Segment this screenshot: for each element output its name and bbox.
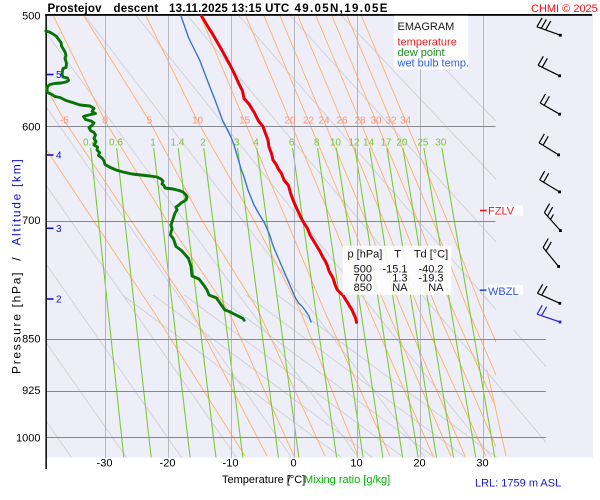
svg-text:10: 10 (192, 116, 204, 127)
svg-text:wet bulb temp.: wet bulb temp. (397, 58, 470, 70)
svg-text:20: 20 (413, 458, 425, 470)
svg-text:5: 5 (147, 116, 153, 127)
svg-text:5: 5 (56, 70, 62, 81)
svg-text:850: 850 (22, 333, 40, 345)
svg-text:22: 22 (303, 116, 315, 127)
svg-text:CHMI © 2025: CHMI © 2025 (531, 3, 598, 15)
svg-text:32: 32 (385, 116, 397, 127)
svg-text:0: 0 (290, 458, 296, 470)
svg-text:-5: -5 (60, 116, 69, 127)
svg-text:descent: descent (114, 3, 159, 15)
svg-text:temperature: temperature (398, 37, 457, 49)
svg-text:-15.1: -15.1 (382, 264, 407, 276)
svg-text:700: 700 (22, 215, 40, 227)
svg-text:49.05N,19.05E: 49.05N,19.05E (295, 3, 389, 15)
svg-text:26: 26 (336, 116, 348, 127)
svg-text:850: 850 (354, 282, 372, 294)
svg-text:24: 24 (318, 116, 330, 127)
svg-text:Td [°C]: Td [°C] (414, 249, 448, 261)
svg-text:1: 1 (150, 138, 156, 149)
svg-text:4: 4 (253, 138, 259, 149)
svg-text:15: 15 (239, 116, 251, 127)
svg-text:-30: -30 (97, 458, 113, 470)
svg-text:T: T (394, 249, 401, 261)
svg-text:20: 20 (284, 116, 296, 127)
svg-text:10: 10 (330, 138, 342, 149)
svg-text:Mixing ratio [g/kg]: Mixing ratio [g/kg] (304, 474, 390, 486)
svg-text:p [hPa]: p [hPa] (348, 249, 383, 261)
svg-text:34: 34 (400, 116, 412, 127)
svg-text:17: 17 (380, 138, 392, 149)
svg-text:30: 30 (476, 458, 488, 470)
svg-text:3: 3 (56, 224, 62, 235)
svg-text:500: 500 (22, 10, 40, 22)
svg-text:-20: -20 (160, 458, 176, 470)
svg-text:1.3: 1.3 (392, 273, 407, 285)
svg-text:0.6: 0.6 (109, 138, 123, 149)
svg-text:FZLV: FZLV (488, 206, 515, 218)
svg-text:WBZL: WBZL (488, 286, 519, 298)
svg-text:925: 925 (22, 385, 40, 397)
svg-text:2: 2 (56, 295, 62, 306)
svg-text:-19.3: -19.3 (418, 273, 443, 285)
svg-text:28: 28 (354, 116, 366, 127)
svg-text:Prostejov: Prostejov (48, 3, 103, 15)
svg-text:Temperature [°C]: Temperature [°C] (222, 474, 305, 486)
svg-text:8: 8 (314, 138, 320, 149)
svg-text:NA: NA (428, 282, 444, 294)
svg-text:dew point: dew point (398, 47, 445, 59)
svg-text:NA: NA (392, 282, 408, 294)
svg-text:25: 25 (417, 138, 429, 149)
svg-text:0: 0 (102, 116, 108, 127)
svg-text:13.11.2025 13:15 UTC: 13.11.2025 13:15 UTC (169, 3, 289, 15)
svg-text:14: 14 (363, 138, 375, 149)
svg-text:3: 3 (234, 138, 240, 149)
svg-text:6: 6 (289, 138, 295, 149)
svg-text:600: 600 (22, 121, 40, 133)
svg-text:4: 4 (56, 151, 62, 162)
svg-text:LRL: 1759 m ASL: LRL: 1759 m ASL (475, 478, 561, 490)
svg-text:/: / (288, 474, 292, 486)
svg-text:2: 2 (200, 138, 206, 149)
svg-text:0.4: 0.4 (83, 138, 97, 149)
svg-text:10: 10 (350, 458, 362, 470)
svg-text:EMAGRAM: EMAGRAM (398, 21, 455, 33)
svg-text:20: 20 (396, 138, 408, 149)
svg-text:1.4: 1.4 (171, 138, 185, 149)
svg-text:500: 500 (354, 264, 372, 276)
svg-text:30: 30 (435, 138, 447, 149)
svg-text:30: 30 (370, 116, 382, 127)
svg-text:-40.2: -40.2 (418, 264, 443, 276)
svg-text:12: 12 (348, 138, 360, 149)
svg-text:1000: 1000 (16, 432, 40, 444)
svg-text:700: 700 (354, 273, 372, 285)
svg-text:Pressure [hPa] / Altitude [k: Pressure [hPa] / Altitude [km] (10, 158, 24, 374)
svg-text:-10: -10 (223, 458, 239, 470)
